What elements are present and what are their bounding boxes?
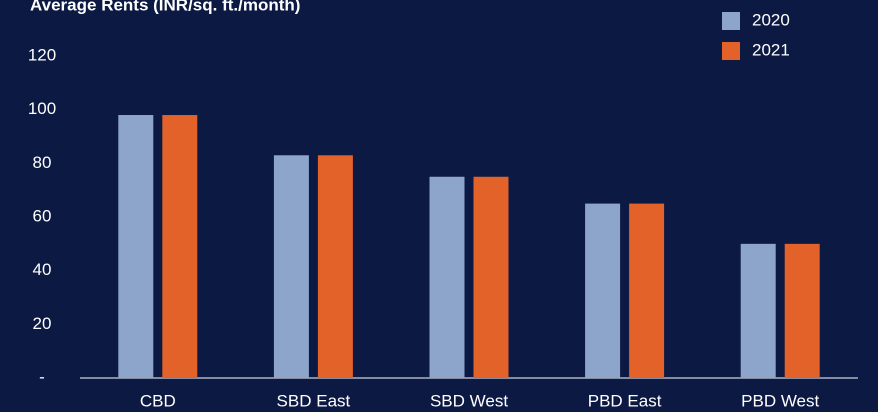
- legend-label: 2021: [752, 40, 790, 59]
- x-tick-label: PBD West: [741, 391, 819, 410]
- bar: [740, 243, 776, 378]
- bar: [429, 176, 465, 378]
- bar: [784, 243, 820, 378]
- bar: [629, 203, 665, 378]
- legend-swatch: [722, 12, 740, 30]
- bar: [273, 155, 309, 378]
- legend-label: 2020: [752, 10, 790, 29]
- legend-swatch: [722, 42, 740, 60]
- y-tick-label: 20: [33, 314, 52, 333]
- bar: [317, 155, 353, 378]
- y-tick-label: 120: [28, 45, 56, 64]
- bar: [585, 203, 621, 378]
- x-tick-label: CBD: [140, 391, 176, 410]
- bar: [162, 115, 198, 379]
- y-tick-label: 60: [33, 206, 52, 225]
- x-tick-label: PBD East: [588, 391, 662, 410]
- x-tick-label: SBD West: [430, 391, 508, 410]
- y-tick-label: 40: [33, 260, 52, 279]
- bar: [473, 176, 509, 378]
- x-tick-label: SBD East: [277, 391, 351, 410]
- chart-title: Average Rents (INR/sq. ft./month): [30, 0, 300, 14]
- y-tick-label: 100: [28, 99, 56, 118]
- y-tick-label: -: [39, 367, 45, 386]
- y-tick-label: 80: [33, 153, 52, 172]
- bar: [118, 115, 154, 379]
